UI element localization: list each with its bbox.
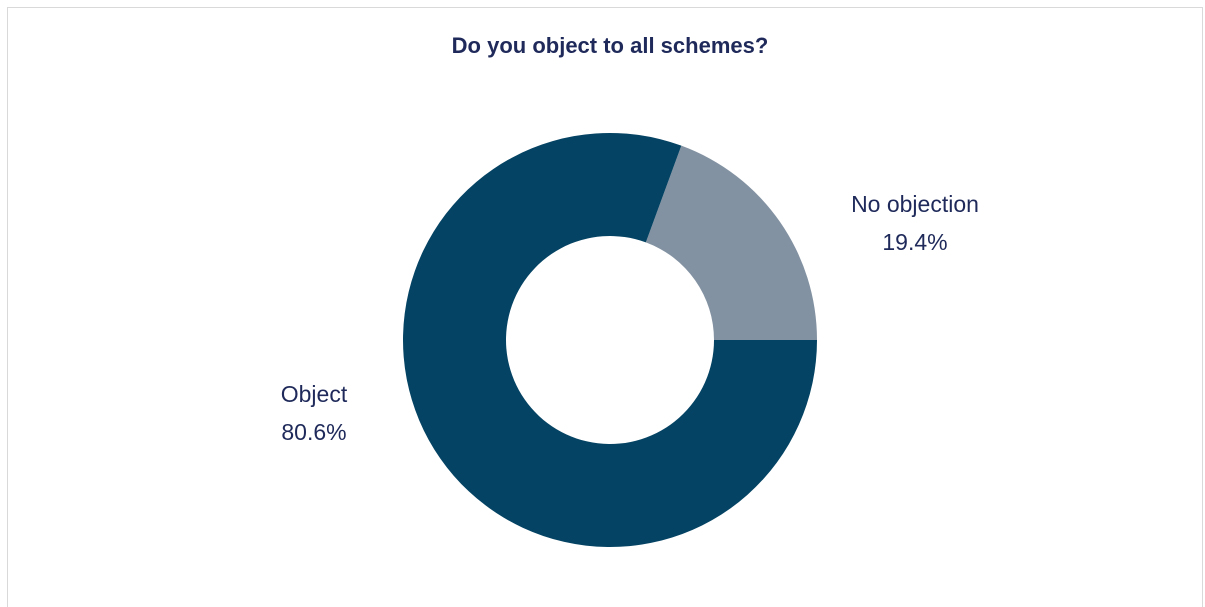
slice-value-label: 80.6% <box>281 419 346 445</box>
slice-value-label: 19.4% <box>882 229 947 255</box>
slice-no-objection <box>645 145 817 340</box>
slice-object <box>402 132 817 547</box>
slices-group <box>402 132 817 547</box>
slice-category-label: No objection <box>851 191 979 217</box>
slice-category-label: Object <box>281 381 348 407</box>
chart-title: Do you object to all schemes? <box>451 33 769 58</box>
slice-label-no-objection: No objection 19.4% <box>851 191 979 255</box>
slice-label-object: Object 80.6% <box>281 381 348 445</box>
